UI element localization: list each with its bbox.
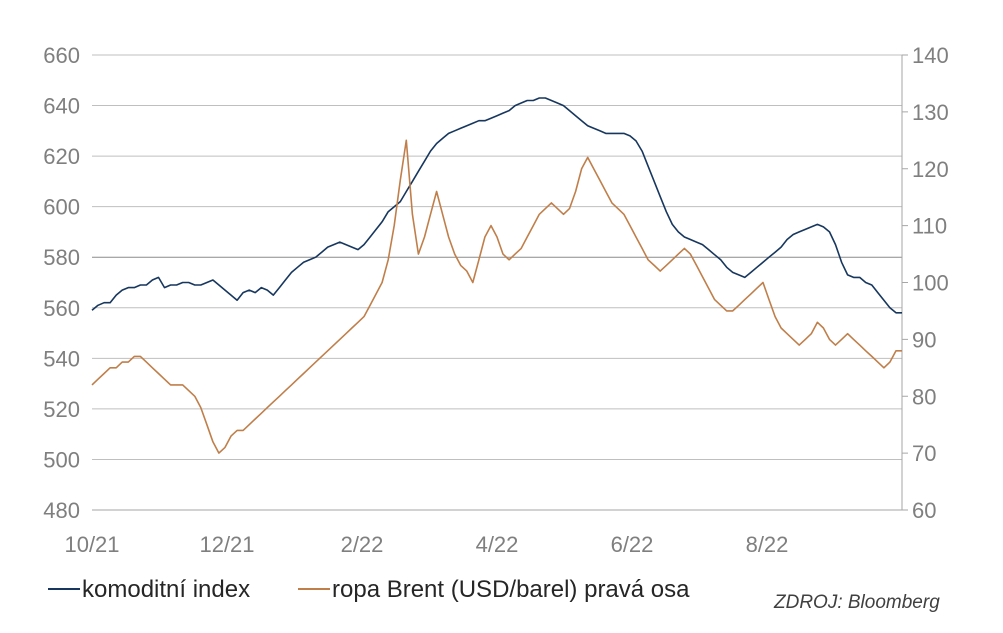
x-axis: 10/21 12/21 2/22 4/22 6/22 8/22 bbox=[64, 532, 788, 557]
right-tick-label: 140 bbox=[912, 43, 949, 68]
left-tick-label: 600 bbox=[43, 195, 80, 220]
right-tick-label: 130 bbox=[912, 100, 949, 125]
left-tick-label: 580 bbox=[43, 245, 80, 270]
left-tick-label: 520 bbox=[43, 397, 80, 422]
right-tick-label: 120 bbox=[912, 157, 949, 182]
right-tick-label: 110 bbox=[912, 214, 947, 239]
right-tick-label: 60 bbox=[912, 498, 936, 523]
right-tick-label: 70 bbox=[912, 441, 936, 466]
source-note: ZDROJ: Bloomberg bbox=[773, 592, 940, 613]
right-tick-label: 100 bbox=[912, 271, 949, 296]
left-tick-label: 660 bbox=[43, 43, 80, 68]
x-tick-label: 4/22 bbox=[476, 532, 519, 557]
left-tick-label: 620 bbox=[43, 144, 80, 169]
x-tick-label: 2/22 bbox=[341, 532, 384, 557]
legend-label-komoditni-index: komoditní index bbox=[82, 576, 250, 603]
left-tick-label: 540 bbox=[43, 346, 80, 371]
left-tick-label: 480 bbox=[43, 498, 80, 523]
right-axis: 60 70 80 90 100 110 120 130 140 bbox=[902, 43, 949, 523]
left-tick-label: 640 bbox=[43, 94, 80, 119]
series-lines bbox=[91, 97, 902, 454]
left-tick-label: 560 bbox=[43, 296, 80, 321]
series-line-komoditni-index bbox=[91, 97, 902, 314]
x-tick-label: 10/21 bbox=[64, 532, 119, 557]
x-tick-label: 12/21 bbox=[199, 532, 254, 557]
legend-label-brent: ropa Brent (USD/barel) pravá osa bbox=[332, 576, 690, 603]
series-line-brent bbox=[91, 139, 902, 454]
gridlines bbox=[92, 54, 903, 511]
right-tick-label: 80 bbox=[912, 384, 936, 409]
left-tick-label: 500 bbox=[43, 447, 80, 472]
legend: komoditní index ropa Brent (USD/barel) p… bbox=[48, 576, 690, 603]
x-tick-label: 6/22 bbox=[611, 532, 654, 557]
right-tick-label: 90 bbox=[912, 327, 936, 352]
left-axis: 480 500 520 540 560 580 600 620 640 660 bbox=[43, 43, 80, 523]
x-tick-label: 8/22 bbox=[746, 532, 789, 557]
